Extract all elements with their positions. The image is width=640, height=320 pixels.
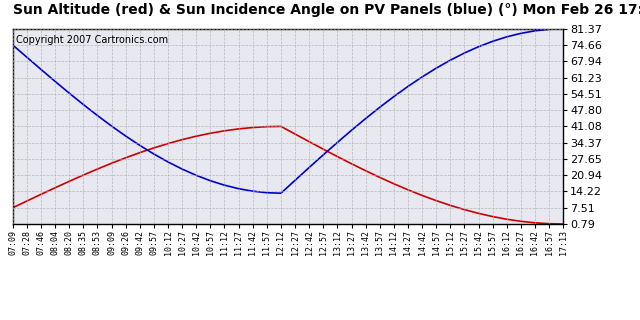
Text: Sun Altitude (red) & Sun Incidence Angle on PV Panels (blue) (°) Mon Feb 26 17:2: Sun Altitude (red) & Sun Incidence Angle… <box>13 3 640 17</box>
Text: Copyright 2007 Cartronics.com: Copyright 2007 Cartronics.com <box>15 35 168 45</box>
